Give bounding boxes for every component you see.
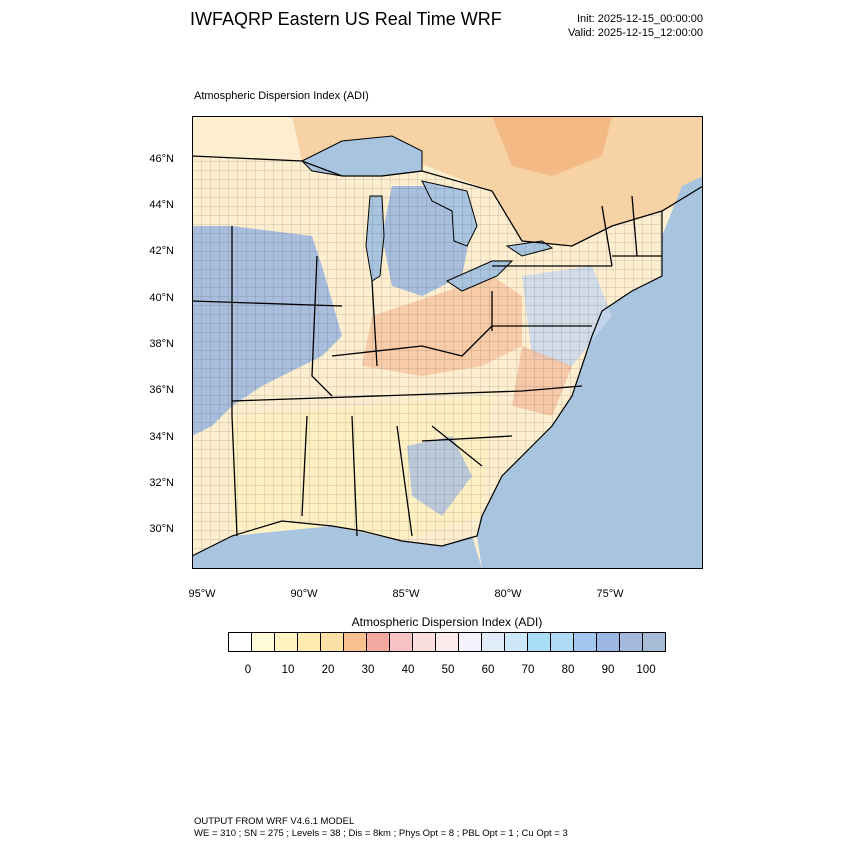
state-borders: [192, 195, 662, 537]
colorbar-cell: [528, 633, 551, 651]
colorbar-cell: [229, 633, 252, 651]
colorbar-cell: [390, 633, 413, 651]
adi-map: [192, 116, 703, 569]
gulf-of-mexico: [192, 521, 482, 569]
lon-label-85w: 85°W: [392, 588, 420, 600]
lat-label-36n: 36°N: [149, 384, 174, 396]
lon-label-90w: 90°W: [290, 588, 318, 600]
lon-label-80w: 80°W: [494, 588, 522, 600]
colorbar-cell: [252, 633, 275, 651]
colorbar-label: 40: [401, 664, 415, 676]
lat-label-42n: 42°N: [149, 245, 174, 257]
colorbar-cell: [413, 633, 436, 651]
footer-config-line: WE = 310 ; SN = 275 ; Levels = 38 ; Dis …: [194, 828, 568, 839]
lon-label-95w: 95°W: [188, 588, 216, 600]
lon-label-75w: 75°W: [596, 588, 624, 600]
colorbar-cell: [482, 633, 505, 651]
colorbar-cell: [459, 633, 482, 651]
colorbar-label: 0: [244, 664, 252, 676]
colorbar-cell: [643, 633, 665, 651]
colorbar-label: 90: [601, 664, 615, 676]
us-canada-border: [192, 155, 703, 247]
colorbar-cell: [505, 633, 528, 651]
colorbar-label: 50: [441, 664, 455, 676]
colorbar-label: 30: [361, 664, 375, 676]
map-frame: [192, 116, 703, 569]
atlantic-ocean: [477, 176, 703, 569]
colorbar-title: Atmospheric Dispersion Index (ADI): [351, 615, 543, 629]
colorbar-cell: [574, 633, 597, 651]
lat-label-34n: 34°N: [149, 431, 174, 443]
init-time: Init: 2025-12-15_00:00:00: [577, 13, 703, 25]
plot-title: IWFAQRP Eastern US Real Time WRF: [190, 9, 502, 29]
colorbar-label: 10: [281, 664, 295, 676]
lat-label-38n: 38°N: [149, 338, 174, 350]
footer-model-line: OUTPUT FROM WRF V4.6.1 MODEL: [194, 816, 355, 827]
colorbar-cell: [436, 633, 459, 651]
colorbar-label: 80: [561, 664, 575, 676]
colorbar-cell: [620, 633, 643, 651]
lat-label-30n: 30°N: [149, 523, 174, 535]
colorbar-label: 20: [321, 664, 335, 676]
colorbar-cell: [298, 633, 321, 651]
colorbar-cell: [321, 633, 344, 651]
colorbar-cell: [551, 633, 574, 651]
lat-label-44n: 44°N: [149, 199, 174, 211]
lat-label-32n: 32°N: [149, 477, 174, 489]
county-lines: [192, 156, 662, 556]
colorbar: [228, 632, 666, 652]
coastline: [192, 211, 663, 557]
colorbar-cell: [344, 633, 367, 651]
lat-label-46n: 46°N: [149, 153, 174, 165]
colorbar-label: 70: [521, 664, 535, 676]
colorbar-label: 100: [636, 664, 656, 676]
valid-time: Valid: 2025-12-15_12:00:00: [568, 27, 703, 39]
colorbar-cell: [597, 633, 620, 651]
lat-label-40n: 40°N: [149, 292, 174, 304]
canada-warm-patch: [492, 116, 612, 176]
colorbar-cell: [367, 633, 390, 651]
colorbar-label: 60: [481, 664, 495, 676]
colorbar-cell: [275, 633, 298, 651]
map-subtitle: Atmospheric Dispersion Index (ADI): [194, 90, 369, 102]
